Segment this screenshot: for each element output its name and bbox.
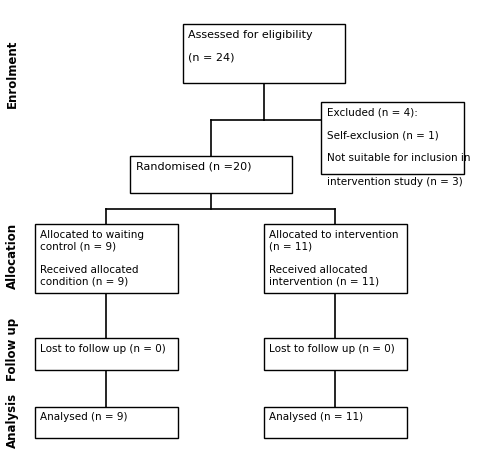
Text: Allocated to intervention
(n = 11)

Received allocated
intervention (n = 11): Allocated to intervention (n = 11) Recei… <box>270 230 399 286</box>
Text: Allocation: Allocation <box>6 223 19 289</box>
Text: Enrolment: Enrolment <box>6 40 19 109</box>
FancyBboxPatch shape <box>321 102 464 174</box>
Text: Randomised (n =20): Randomised (n =20) <box>136 162 252 172</box>
FancyBboxPatch shape <box>35 407 178 438</box>
FancyBboxPatch shape <box>182 24 345 83</box>
Text: Analysed (n = 11): Analysed (n = 11) <box>270 412 364 422</box>
FancyBboxPatch shape <box>35 224 178 293</box>
FancyBboxPatch shape <box>35 338 178 370</box>
Text: Lost to follow up (n = 0): Lost to follow up (n = 0) <box>40 344 166 354</box>
FancyBboxPatch shape <box>130 156 292 192</box>
Text: Allocated to waiting
control (n = 9)

Received allocated
condition (n = 9): Allocated to waiting control (n = 9) Rec… <box>40 230 144 286</box>
Text: Lost to follow up (n = 0): Lost to follow up (n = 0) <box>270 344 395 354</box>
FancyBboxPatch shape <box>264 224 407 293</box>
FancyBboxPatch shape <box>264 338 407 370</box>
Text: Follow up: Follow up <box>6 318 19 381</box>
Text: Analysis: Analysis <box>6 393 19 448</box>
Text: Excluded (n = 4):

Self-exclusion (n = 1)

Not suitable for inclusion in

interv: Excluded (n = 4): Self-exclusion (n = 1)… <box>326 107 470 186</box>
Text: Assessed for eligibility

(n = 24): Assessed for eligibility (n = 24) <box>188 30 313 63</box>
FancyBboxPatch shape <box>264 407 407 438</box>
Text: Analysed (n = 9): Analysed (n = 9) <box>40 412 128 422</box>
